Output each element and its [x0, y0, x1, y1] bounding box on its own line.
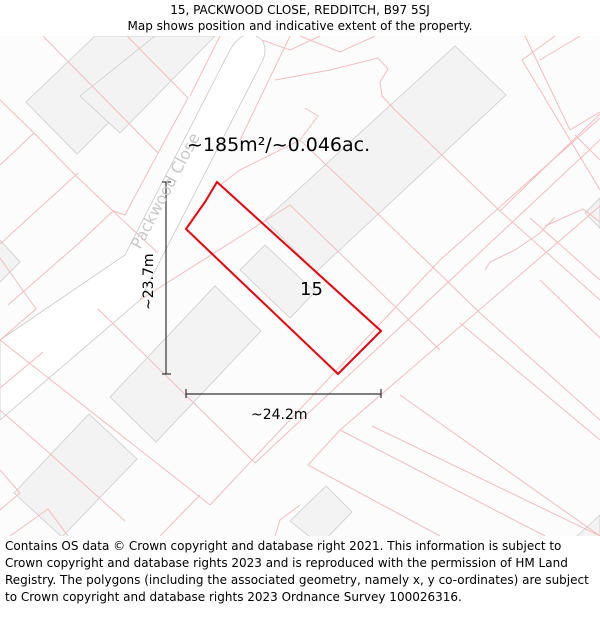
- building: [264, 45, 507, 273]
- height-measure-line: [162, 181, 171, 375]
- copyright-attribution: Contains OS data © Crown copyright and d…: [5, 539, 589, 604]
- property-number-label: 15: [300, 279, 323, 300]
- building: [239, 244, 316, 319]
- height-measure-label: ~23.7m: [141, 253, 157, 310]
- property-address-title: 15, PACKWOOD CLOSE, REDDITCH, B97 5SJ: [170, 3, 430, 17]
- buildings: [0, 36, 600, 536]
- building: [289, 485, 353, 536]
- building: [79, 36, 216, 134]
- map-header: 15, PACKWOOD CLOSE, REDDITCH, B97 5SJ Ma…: [0, 0, 600, 36]
- width-measure-label: ~24.2m: [251, 407, 308, 423]
- width-measure-line: [185, 389, 382, 398]
- building: [576, 514, 600, 536]
- building: [109, 285, 262, 443]
- map-subtitle: Map shows position and indicative extent…: [127, 19, 473, 33]
- parcel-boundaries: [0, 36, 600, 536]
- building: [13, 413, 138, 536]
- area-label: ~185m²/~0.046ac.: [187, 134, 370, 156]
- property-map[interactable]: Packwood Close ~185m²/~0.046ac. 15 ~23.7…: [0, 36, 600, 536]
- property-boundary[interactable]: [184, 180, 383, 376]
- building: [0, 239, 21, 283]
